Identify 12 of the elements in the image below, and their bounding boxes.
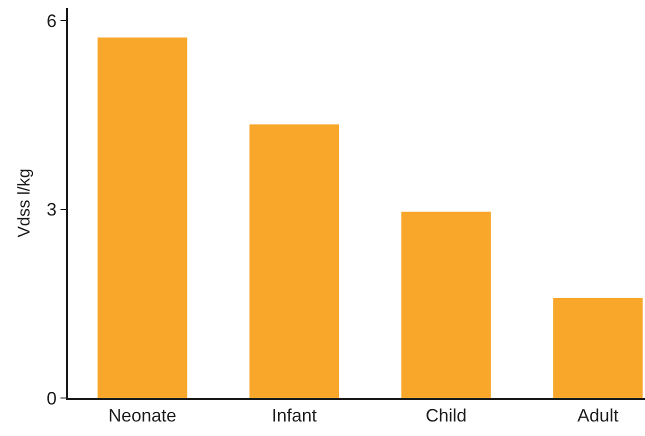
bar (401, 212, 491, 398)
x-tick-label: Child (426, 405, 467, 426)
x-tick-label: Adult (577, 405, 618, 426)
x-tick-label: Neonate (108, 405, 176, 426)
x-tick-label: Infant (272, 405, 317, 426)
bar (98, 38, 188, 398)
y-tick-label: 3 (46, 200, 57, 220)
y-tick-label: 0 (46, 388, 57, 408)
bar (553, 298, 643, 398)
y-axis-title: Vdss l/kg (14, 168, 34, 238)
bar (249, 124, 340, 398)
y-tick-label: 6 (46, 10, 57, 31)
